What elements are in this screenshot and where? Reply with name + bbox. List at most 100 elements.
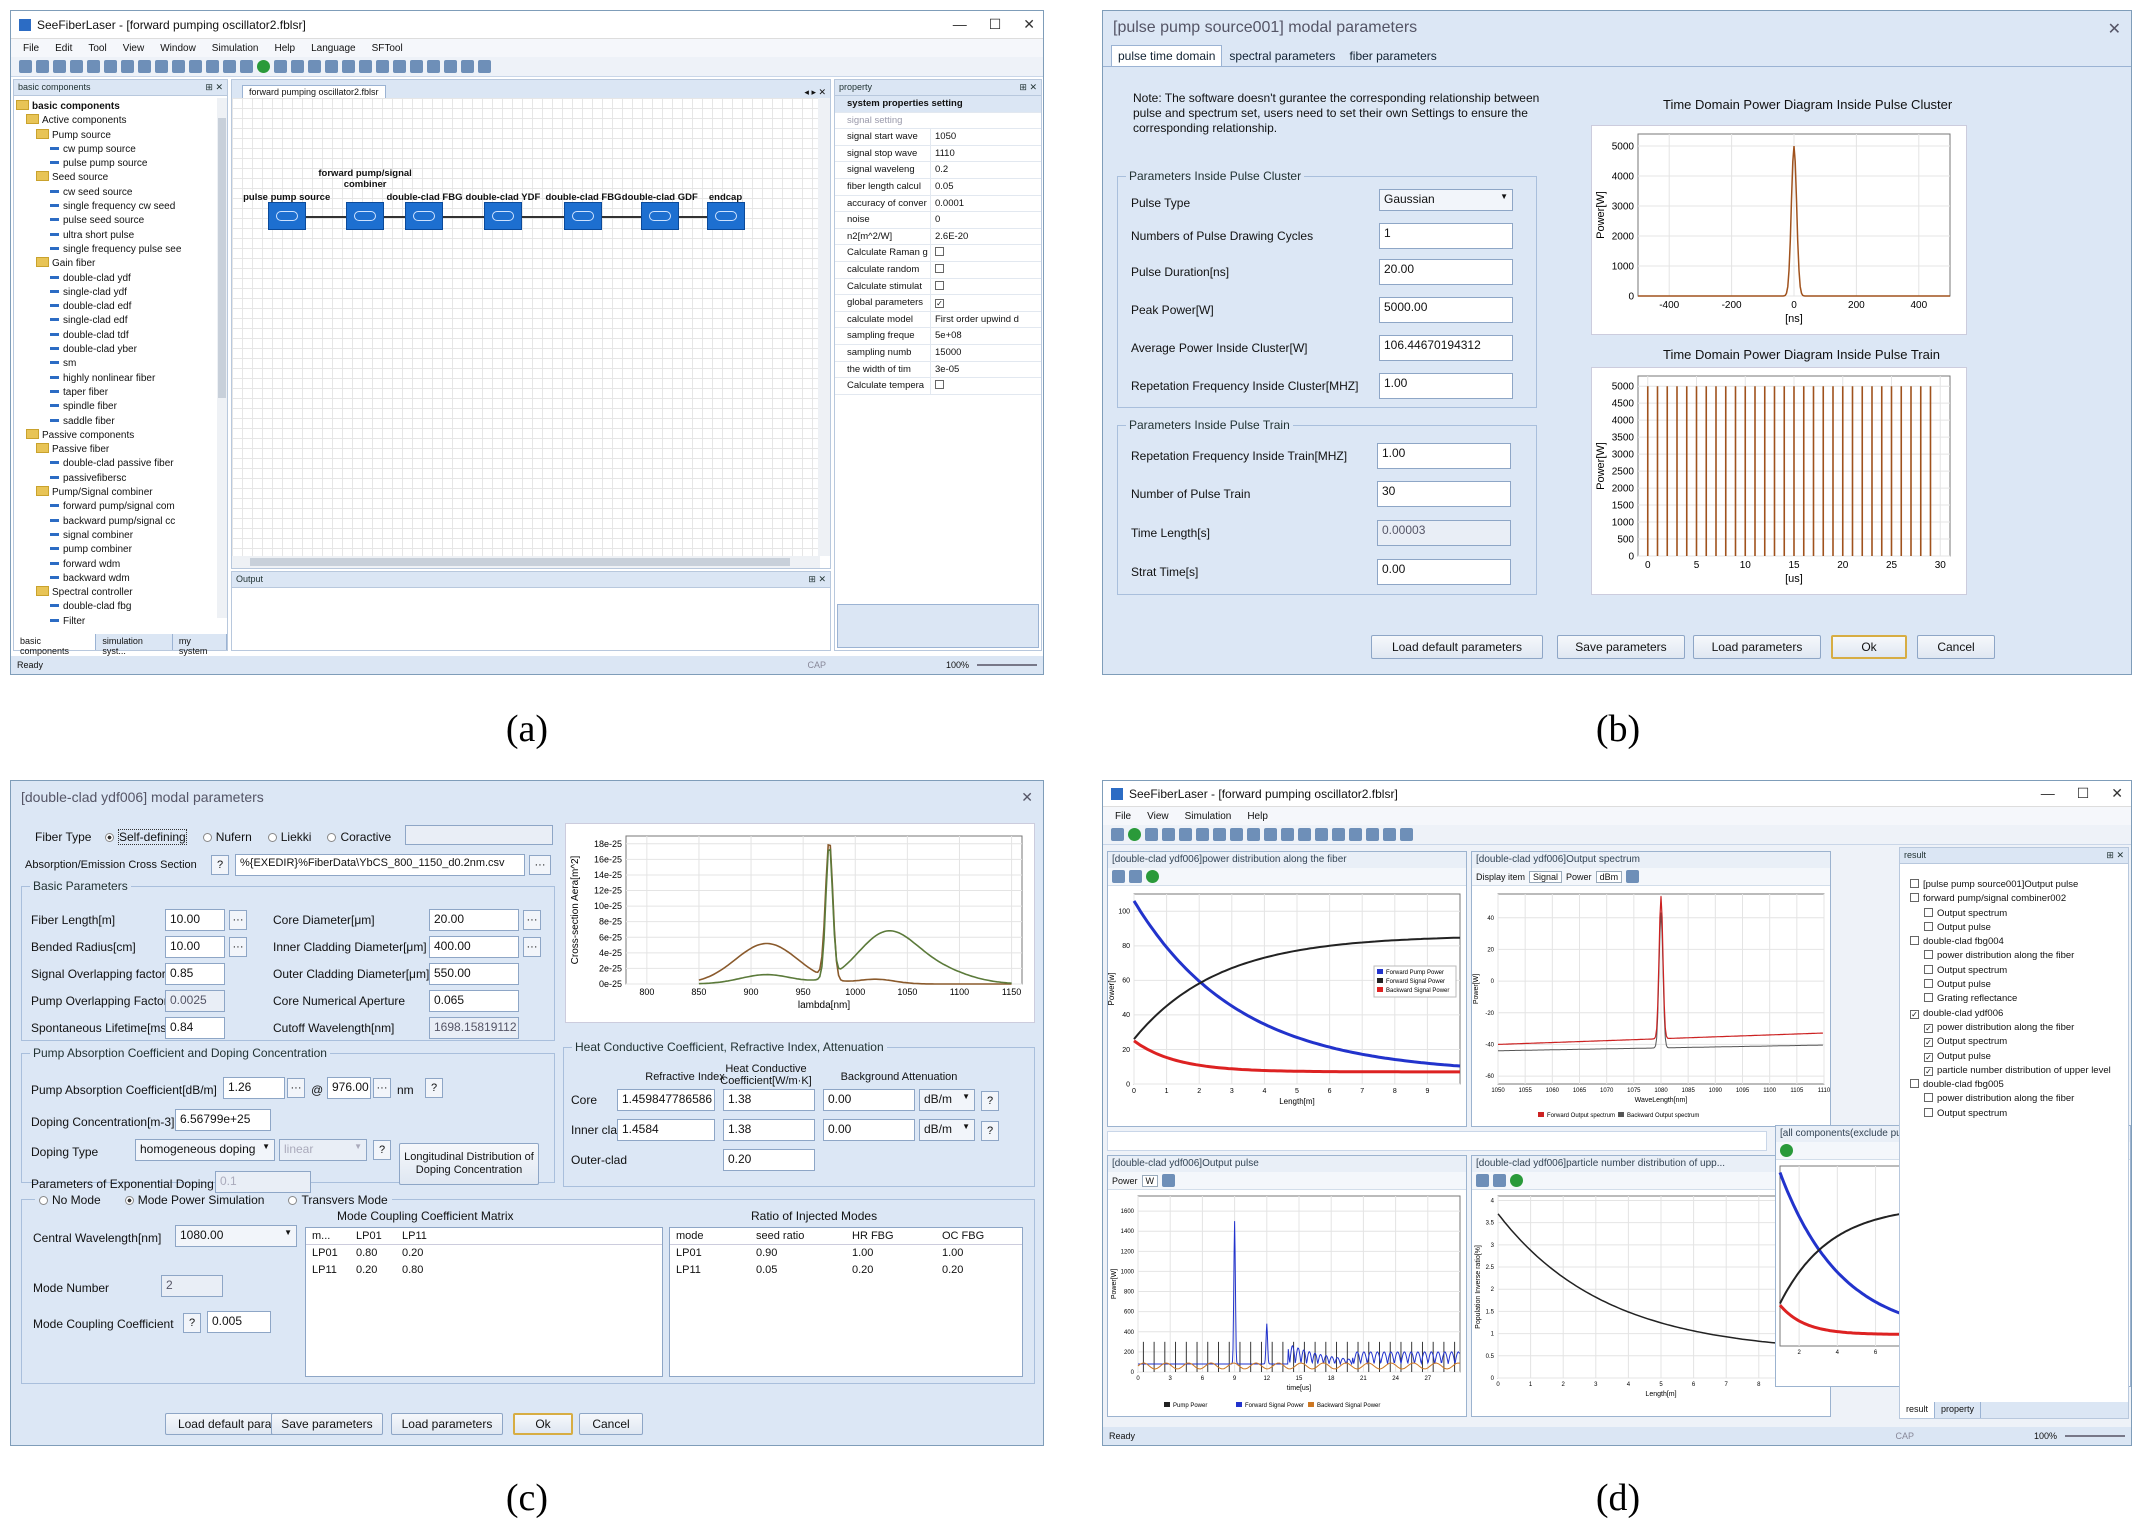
pump-abs-input[interactable]: 1.26	[223, 1077, 285, 1099]
dialog-button[interactable]: Load parameters	[391, 1413, 503, 1435]
result-tree-item[interactable]: power distribution along the fiber	[1910, 1021, 2126, 1035]
property-value[interactable]: 0.2	[930, 162, 1041, 178]
toolbar-icon[interactable]	[1128, 828, 1141, 841]
tree-item[interactable]: passivefibersc	[16, 472, 225, 486]
property-value[interactable]: 1110	[930, 145, 1041, 162]
menu-item[interactable]: Help	[274, 42, 296, 54]
toolbar-icon[interactable]	[393, 60, 406, 73]
more-button[interactable]: ···	[229, 937, 247, 957]
table-cell[interactable]: 1.00	[852, 1247, 874, 1259]
param-input[interactable]: 0.0025	[165, 990, 225, 1012]
tree-item[interactable]: Seed source	[16, 171, 225, 185]
doping-profile-select[interactable]: linear ▼	[279, 1139, 367, 1161]
tree-item[interactable]: cw seed source	[16, 186, 225, 200]
property-checkbox[interactable]	[935, 247, 944, 257]
tree-item[interactable]: saddle fiber	[16, 415, 225, 429]
table-cell[interactable]: 0.05	[756, 1264, 778, 1276]
toolbar-icon[interactable]	[1298, 828, 1311, 841]
fiber-type-radio[interactable]: Coractive	[327, 830, 391, 844]
result-tree-item[interactable]: forward pump/signal combiner002	[1910, 892, 2126, 906]
result-checkbox[interactable]	[1924, 1066, 1933, 1076]
property-row[interactable]: calculate model First order upwind d	[835, 311, 1041, 329]
tree-item[interactable]: double-clad tdf	[16, 329, 225, 343]
schematic-component[interactable]	[640, 202, 679, 230]
heat-coef-input[interactable]: 1.38	[723, 1119, 815, 1141]
toolbar-icon[interactable]	[1349, 828, 1362, 841]
property-checkbox[interactable]	[935, 263, 944, 273]
toolbar-icon[interactable]	[223, 60, 236, 73]
result-checkbox[interactable]	[1924, 993, 1933, 1003]
result-checkbox[interactable]	[1910, 1009, 1919, 1019]
spectrum-display-option[interactable]: Display item	[1476, 871, 1526, 882]
table-row[interactable]: LP01 0.80 0.20	[306, 1245, 662, 1262]
property-checkbox[interactable]	[935, 280, 944, 290]
schematic-component[interactable]	[706, 202, 745, 230]
toolbar-icon[interactable]	[1247, 828, 1260, 841]
dialog-button[interactable]: Ok	[513, 1413, 573, 1435]
toolbar-icon[interactable]	[1383, 828, 1396, 841]
result-tree-item[interactable]: particle number distribution of upper le…	[1910, 1064, 2126, 1078]
property-row[interactable]: sampling freque 5e+08	[835, 328, 1041, 345]
pulse-train-num-input[interactable]: 30	[1377, 481, 1511, 507]
pump-abs-help-button[interactable]: ?	[425, 1078, 443, 1098]
document-tab[interactable]: forward pumping oscillator2.fblsr	[242, 85, 386, 98]
result-checkbox[interactable]	[1910, 879, 1919, 888]
result-checkbox[interactable]	[1924, 950, 1933, 960]
schematic-component[interactable]	[564, 202, 603, 230]
property-value[interactable]	[930, 245, 1041, 261]
longitudinal-doping-button[interactable]: Longitudinal Distribution of Doping Conc…	[399, 1143, 539, 1185]
result-tree-item[interactable]: Output pulse	[1910, 978, 2126, 992]
minimize-icon[interactable]: —	[2040, 785, 2055, 801]
result-tree-item[interactable]: double-clad ydf006	[1910, 1007, 2126, 1021]
doping-help-button[interactable]: ?	[373, 1140, 391, 1160]
property-pin-icon[interactable]: ⊞ ✕	[1019, 82, 1037, 92]
pump-abs-more-button[interactable]: ···	[287, 1078, 305, 1098]
close-icon[interactable]: ✕	[1023, 16, 1035, 32]
tree-item[interactable]: single-clad ydf	[16, 286, 225, 300]
dialog-button[interactable]: Save parameters	[271, 1413, 383, 1435]
spectrum-display-option[interactable]: Signal	[1529, 870, 1563, 883]
tree-item[interactable]: forward wdm	[16, 558, 225, 572]
maximize-icon[interactable]: ☐	[988, 16, 1002, 32]
table-cell[interactable]: LP01	[312, 1247, 338, 1259]
property-row[interactable]: the width of tim 3e-05	[835, 361, 1041, 379]
pulse-type-select[interactable]: Gaussian ▼	[1379, 189, 1513, 211]
toolbar-icon[interactable]	[1366, 828, 1379, 841]
spectrum-display-option[interactable]: Power	[1566, 871, 1592, 882]
toolbar-icon[interactable]	[427, 60, 440, 73]
result-checkbox[interactable]	[1924, 979, 1933, 989]
property-row[interactable]: fiber length calcul 0.05	[835, 178, 1041, 196]
tree-item[interactable]: double-clad yber	[16, 343, 225, 357]
table-cell[interactable]: 0.20	[356, 1264, 378, 1276]
toolbar-icon[interactable]	[172, 60, 185, 73]
fiber-type-radio[interactable]: Liekki	[267, 830, 311, 844]
toolbar-icon[interactable]	[1162, 828, 1175, 841]
tree-item[interactable]: Passive fiber	[16, 443, 225, 457]
table-cell[interactable]: 0.20	[402, 1247, 424, 1259]
result-tree-item[interactable]: Grating reflectance	[1910, 992, 2126, 1006]
property-value[interactable]: 3e-05	[930, 361, 1041, 378]
attenuation-help-button[interactable]: ?	[981, 1121, 999, 1141]
toolbar-icon[interactable]	[478, 60, 491, 73]
toolbar-icon[interactable]	[291, 60, 304, 73]
toolbar-icon[interactable]	[1315, 828, 1328, 841]
dialog-button[interactable]: Cancel	[579, 1413, 643, 1435]
attenuation-unit-select[interactable]: dB/m ▼	[919, 1119, 975, 1141]
tree-item[interactable]: backward wdm	[16, 572, 225, 586]
property-row[interactable]: signal start wave 1050	[835, 129, 1041, 146]
attenuation-input[interactable]: 0.00	[823, 1089, 915, 1111]
result-checkbox[interactable]	[1910, 1079, 1919, 1089]
result-checkbox[interactable]	[1910, 893, 1919, 903]
spectrum-display-option[interactable]: dBm	[1595, 870, 1623, 883]
pulse-display-option[interactable]: W	[1141, 1174, 1159, 1187]
schematic-component[interactable]	[346, 202, 385, 230]
tree-item[interactable]: Pump source	[16, 129, 225, 143]
central-wl-select[interactable]: 1080.00 ▼	[175, 1225, 297, 1247]
start-time-input[interactable]: 0.00	[1377, 559, 1511, 585]
result-checkbox[interactable]	[1924, 1023, 1933, 1033]
toolbar-icon[interactable]	[138, 60, 151, 73]
tree-item[interactable]: Spectral controller	[16, 586, 225, 600]
param-input[interactable]: 10.00	[165, 936, 225, 958]
tree-item[interactable]: taper fiber	[16, 386, 225, 400]
toolbar-icon[interactable]	[461, 60, 474, 73]
